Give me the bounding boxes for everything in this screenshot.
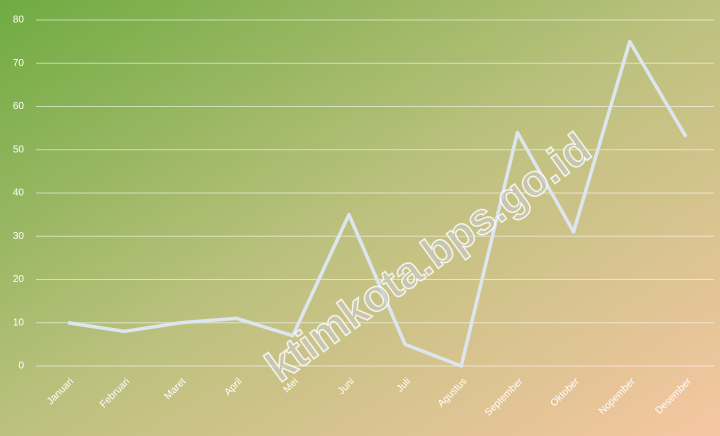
line (67, 39, 688, 368)
y-tick-label: 80 (13, 15, 25, 26)
y-tick-label: 60 (13, 101, 25, 112)
y-tick-label: 10 (13, 317, 25, 328)
y-tick-label: 0 (18, 361, 24, 372)
y-tick-label: 20 (13, 274, 25, 285)
y-tick-label: 70 (13, 58, 25, 69)
y-tick-label: 30 (13, 231, 25, 242)
y-tick-label: 40 (13, 188, 25, 199)
y-tick-label: 50 (13, 144, 25, 155)
